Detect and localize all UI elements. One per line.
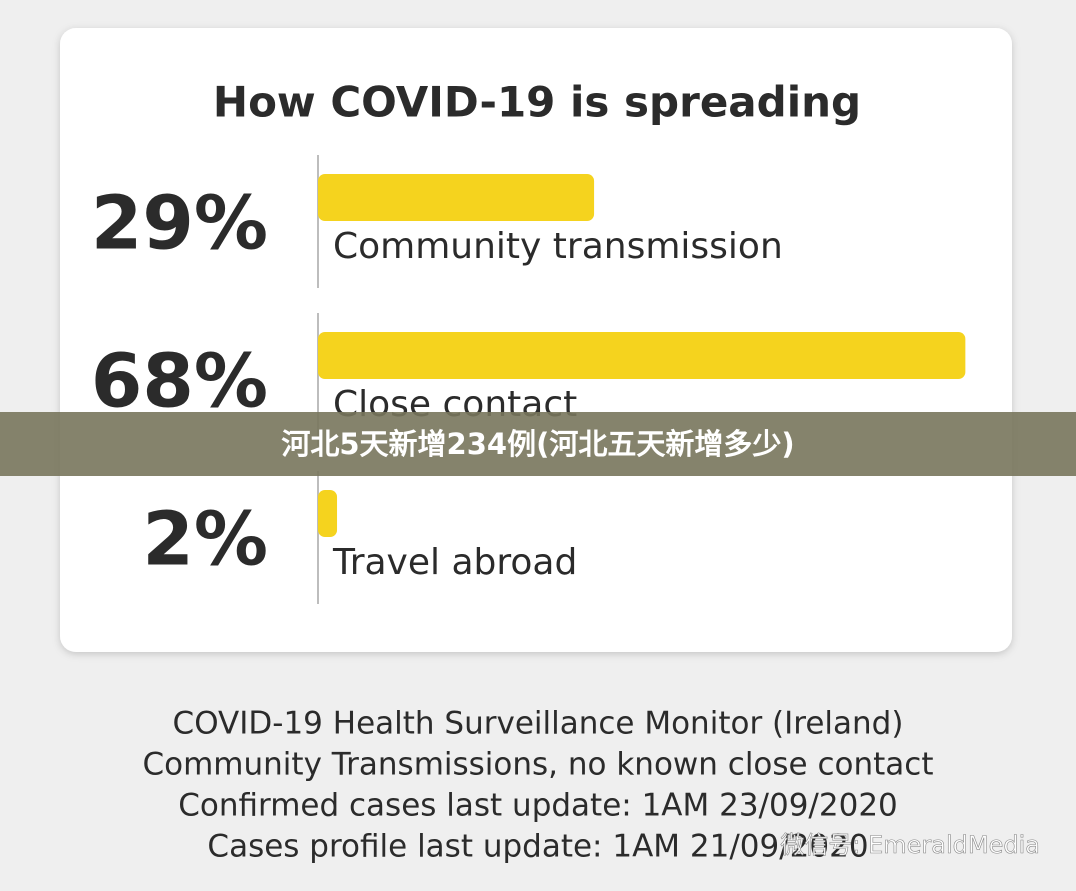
- banner-text: 河北5天新增234例(河北五天新增多少): [281, 427, 794, 461]
- value-label: 68%: [91, 339, 268, 425]
- footer-line: COVID-19 Health Surveillance Monitor (Ir…: [173, 706, 904, 742]
- footer-line: Confirmed cases last update: 1AM 23/09/2…: [178, 788, 898, 824]
- category-label: Travel abroad: [332, 542, 577, 583]
- banner: [0, 412, 1076, 476]
- bar: [318, 490, 338, 537]
- bar: [318, 174, 595, 221]
- footer-line: Cases profile last update: 1AM 21/09/202…: [207, 829, 868, 865]
- chart-title: How COVID-19 is spreading: [213, 78, 861, 127]
- category-label: Community transmission: [333, 226, 783, 267]
- watermark: 微信号: EmeraldMedia: [780, 831, 1040, 859]
- footer-line: Community Transmissions, no known close …: [143, 747, 934, 783]
- value-label: 29%: [91, 181, 268, 267]
- footer: COVID-19 Health Surveillance Monitor (Ir…: [143, 706, 934, 865]
- value-label: 2%: [142, 497, 268, 583]
- bar: [318, 332, 966, 379]
